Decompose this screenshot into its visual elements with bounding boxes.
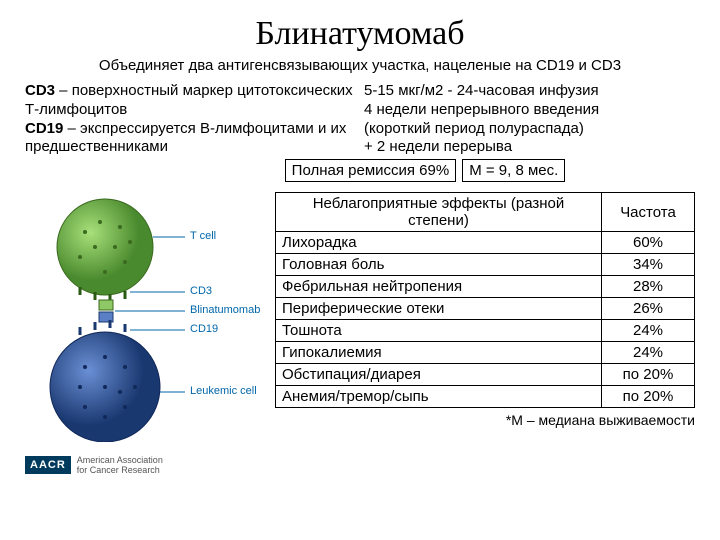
effects-table: Неблагоприятные эффекты (разной степени)… — [275, 192, 695, 408]
cell-effect: Периферические отеки — [276, 298, 602, 320]
table-row: Фебрильная нейтропения28% — [276, 276, 695, 298]
remission-box: Полная ремиссия 69% — [285, 159, 457, 182]
logo-subtext: American Associationfor Cancer Research — [77, 455, 163, 475]
footnote: *М – медиана выживаемости — [275, 412, 695, 428]
boxes-row: Полная ремиссия 69% М = 9, 8 мес. — [155, 159, 695, 182]
th-freq: Частота — [602, 193, 695, 232]
logo-row: AACR American Associationfor Cancer Rese… — [25, 455, 265, 475]
table-row: Головная боль34% — [276, 254, 695, 276]
cell-freq: по 20% — [602, 386, 695, 408]
cell-effect: Головная боль — [276, 254, 602, 276]
table-row: Лихорадка60% — [276, 232, 695, 254]
cell-freq: по 20% — [602, 364, 695, 386]
effects-table-wrap: Неблагоприятные эффекты (разной степени)… — [275, 192, 695, 475]
table-row: Периферические отеки26% — [276, 298, 695, 320]
label-leuk: Leukemic cell — [190, 385, 257, 397]
label-tcell: T cell — [190, 230, 216, 242]
table-row: Анемия/тремор/сыпьпо 20% — [276, 386, 695, 408]
cell-effect: Гипокалиемия — [276, 342, 602, 364]
median-box: М = 9, 8 мес. — [462, 159, 565, 182]
cell-freq: 34% — [602, 254, 695, 276]
label-cd19: CD19 — [190, 323, 218, 335]
table-row: Обстипация/диареяпо 20% — [276, 364, 695, 386]
cell-freq: 28% — [602, 276, 695, 298]
cell-effect: Тошнота — [276, 320, 602, 342]
page-title: Блинатумомаб — [25, 15, 695, 53]
th-effect: Неблагоприятные эффекты (разной степени) — [276, 193, 602, 232]
diagram: T cell CD3 Blinatumomab CD19 Leukemic ce… — [25, 192, 265, 475]
logo-icon: AACR — [25, 456, 71, 474]
cell-freq: 24% — [602, 342, 695, 364]
cell-freq: 26% — [602, 298, 695, 320]
desc-right: 5-15 мкг/м2 - 24-часовая инфузия4 недели… — [364, 82, 695, 157]
subtitle: Объединяет два антигенсвязывающих участк… — [25, 57, 695, 74]
label-blin: Blinatumomab — [190, 304, 260, 316]
description-row: CD3 – поверхностный маркер цитотоксическ… — [25, 82, 695, 157]
cell-freq: 60% — [602, 232, 695, 254]
cell-effect: Анемия/тремор/сыпь — [276, 386, 602, 408]
cell-effect: Лихорадка — [276, 232, 602, 254]
label-cd3: CD3 — [190, 285, 212, 297]
table-row: Гипокалиемия24% — [276, 342, 695, 364]
desc-left: CD3 – поверхностный маркер цитотоксическ… — [25, 82, 356, 157]
table-row: Тошнота24% — [276, 320, 695, 342]
cell-effect: Фебрильная нейтропения — [276, 276, 602, 298]
cell-effect: Обстипация/диарея — [276, 364, 602, 386]
cell-freq: 24% — [602, 320, 695, 342]
